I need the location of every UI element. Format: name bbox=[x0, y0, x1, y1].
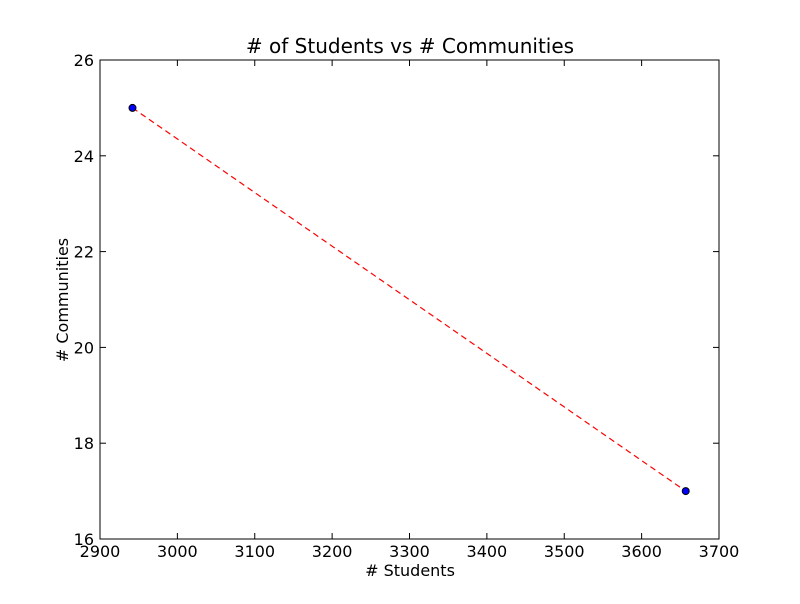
plot-frame bbox=[99, 59, 720, 540]
y-axis-label: # Communities bbox=[53, 238, 72, 362]
scatter-point bbox=[128, 103, 137, 112]
plot-area bbox=[128, 103, 690, 496]
y-tick-label: 20 bbox=[74, 338, 94, 357]
scatter-point bbox=[681, 487, 690, 496]
x-tick-label: 3100 bbox=[234, 542, 275, 561]
y-tick-label: 26 bbox=[74, 51, 94, 70]
x-tick-label: 2900 bbox=[80, 542, 121, 561]
x-tick-label: 3200 bbox=[312, 542, 353, 561]
y-tick-label: 22 bbox=[74, 243, 94, 262]
x-tick-label: 3600 bbox=[621, 542, 662, 561]
x-tick-label: 3000 bbox=[157, 542, 198, 561]
chart-title: # of Students vs # Communities bbox=[246, 34, 574, 58]
x-tick-label: 3700 bbox=[699, 542, 740, 561]
y-tick-label: 18 bbox=[74, 434, 94, 453]
x-tick-label: 3400 bbox=[467, 542, 508, 561]
y-tick-label: 24 bbox=[74, 147, 94, 166]
axis-ticks: 2900 3000 3100 3200 3300 3400 3500 3600 3700 16 18… bbox=[74, 51, 740, 561]
dashed-trend-line bbox=[132, 107, 687, 492]
x-axis-label: # Students bbox=[365, 561, 455, 580]
x-tick-label: 3300 bbox=[389, 542, 430, 561]
y-tick-label: 16 bbox=[74, 530, 94, 549]
x-tick-label: 3500 bbox=[544, 542, 585, 561]
